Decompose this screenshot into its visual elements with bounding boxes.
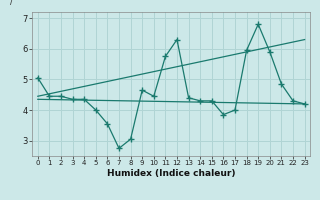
Text: /: /	[10, 0, 13, 6]
X-axis label: Humidex (Indice chaleur): Humidex (Indice chaleur)	[107, 169, 236, 178]
